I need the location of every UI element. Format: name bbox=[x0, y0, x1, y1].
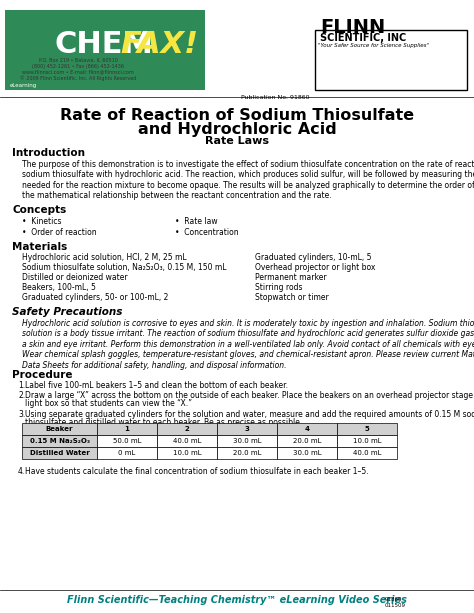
Bar bbox=[337, 435, 397, 447]
Text: 40.0 mL: 40.0 mL bbox=[173, 438, 201, 444]
Text: 2: 2 bbox=[185, 426, 190, 432]
Text: 4: 4 bbox=[304, 426, 310, 432]
Text: Draw a large “X” across the bottom on the outside of each beaker. Place the beak: Draw a large “X” across the bottom on th… bbox=[25, 391, 474, 400]
Text: 20.0 mL: 20.0 mL bbox=[233, 450, 261, 456]
Text: 10.0 mL: 10.0 mL bbox=[173, 450, 201, 456]
Text: Graduated cylinders, 10-mL, 5: Graduated cylinders, 10-mL, 5 bbox=[255, 253, 372, 262]
Text: 1: 1 bbox=[125, 426, 129, 432]
Bar bbox=[157, 423, 217, 435]
Text: •  Concentration: • Concentration bbox=[175, 228, 238, 237]
Text: FAX!: FAX! bbox=[120, 30, 198, 59]
Bar bbox=[157, 447, 217, 459]
Text: Beakers, 100-mL, 5: Beakers, 100-mL, 5 bbox=[22, 283, 96, 292]
FancyBboxPatch shape bbox=[5, 10, 205, 90]
Text: 5: 5 bbox=[365, 426, 369, 432]
Text: The purpose of this demonstration is to investigate the effect of sodium thiosul: The purpose of this demonstration is to … bbox=[22, 160, 474, 200]
Text: Stirring rods: Stirring rods bbox=[255, 283, 302, 292]
Text: Overhead projector or light box: Overhead projector or light box bbox=[255, 263, 375, 272]
Text: Flinn Scientific—Teaching Chemistry™ eLearning Video Series: Flinn Scientific—Teaching Chemistry™ eLe… bbox=[67, 595, 407, 605]
Text: 3: 3 bbox=[245, 426, 249, 432]
Text: Hydrochloric acid solution is corrosive to eyes and skin. It is moderately toxic: Hydrochloric acid solution is corrosive … bbox=[22, 319, 474, 370]
Text: SCIENTIFIC, INC: SCIENTIFIC, INC bbox=[320, 33, 406, 43]
Text: Distilled Water: Distilled Water bbox=[29, 450, 90, 456]
Text: Sodium thiosulfate solution, Na₂S₂O₃, 0.15 M, 150 mL: Sodium thiosulfate solution, Na₂S₂O₃, 0.… bbox=[22, 263, 227, 272]
Text: 20.0 mL: 20.0 mL bbox=[293, 438, 321, 444]
Text: 50.0 mL: 50.0 mL bbox=[113, 438, 141, 444]
Text: Rate Laws: Rate Laws bbox=[205, 136, 269, 146]
Bar bbox=[22, 447, 97, 459]
Text: 91860: 91860 bbox=[385, 597, 402, 602]
Text: 30.0 mL: 30.0 mL bbox=[292, 450, 321, 456]
Text: Materials: Materials bbox=[12, 242, 67, 252]
Bar bbox=[217, 435, 277, 447]
Text: Using separate graduated cylinders for the solution and water, measure and add t: Using separate graduated cylinders for t… bbox=[25, 410, 474, 419]
Text: Permanent marker: Permanent marker bbox=[255, 273, 327, 282]
Bar bbox=[277, 435, 337, 447]
Text: Concepts: Concepts bbox=[12, 205, 66, 215]
Text: Hydrochloric acid solution, HCl, 2 M, 25 mL: Hydrochloric acid solution, HCl, 2 M, 25… bbox=[22, 253, 187, 262]
Text: Beaker: Beaker bbox=[46, 426, 73, 432]
Text: light box so that students can view the “X.”: light box so that students can view the … bbox=[25, 399, 192, 408]
Text: 4.: 4. bbox=[18, 467, 25, 476]
Text: Stopwatch or timer: Stopwatch or timer bbox=[255, 293, 329, 302]
Text: Have students calculate the final concentration of sodium thiosulfate in each be: Have students calculate the final concen… bbox=[25, 467, 369, 476]
Text: 0.15 M Na₂S₂O₃: 0.15 M Na₂S₂O₃ bbox=[29, 438, 90, 444]
Text: "Your Safer Source for Science Supplies": "Your Safer Source for Science Supplies" bbox=[318, 43, 429, 48]
Text: Safety Precautions: Safety Precautions bbox=[12, 307, 122, 317]
Text: Introduction: Introduction bbox=[12, 148, 85, 158]
Bar bbox=[157, 435, 217, 447]
Text: P.O. Box 219 • Batavia, IL 60510
(800) 452-1261 • Fax (866) 452-1436
www.flinnsc: P.O. Box 219 • Batavia, IL 60510 (800) 4… bbox=[20, 58, 136, 81]
Bar bbox=[337, 447, 397, 459]
Bar bbox=[277, 447, 337, 459]
Text: eLearning: eLearning bbox=[10, 83, 37, 88]
Text: 3.: 3. bbox=[18, 410, 25, 419]
Text: Label five 100-mL beakers 1–5 and clean the bottom of each beaker.: Label five 100-mL beakers 1–5 and clean … bbox=[25, 381, 288, 390]
Bar bbox=[97, 423, 157, 435]
Text: •  Order of reaction: • Order of reaction bbox=[22, 228, 97, 237]
Bar bbox=[217, 423, 277, 435]
Text: 0 mL: 0 mL bbox=[118, 450, 136, 456]
Text: thiosulfate and distilled water to each beaker. Be as precise as possible.: thiosulfate and distilled water to each … bbox=[25, 418, 302, 427]
Text: •  Rate law: • Rate law bbox=[175, 217, 218, 226]
Bar bbox=[97, 447, 157, 459]
Text: and Hydrochloric Acid: and Hydrochloric Acid bbox=[137, 122, 337, 137]
Text: Rate of Reaction of Sodium Thiosulfate: Rate of Reaction of Sodium Thiosulfate bbox=[60, 108, 414, 123]
Text: 011509: 011509 bbox=[385, 603, 406, 608]
Text: •  Kinetics: • Kinetics bbox=[22, 217, 62, 226]
Text: CHEM: CHEM bbox=[55, 30, 154, 59]
Text: FLINN: FLINN bbox=[320, 18, 385, 37]
Text: 1.: 1. bbox=[18, 381, 25, 390]
Text: Publication No. 91860: Publication No. 91860 bbox=[241, 95, 310, 100]
Text: Distilled or deionized water: Distilled or deionized water bbox=[22, 273, 128, 282]
Bar bbox=[277, 423, 337, 435]
Text: 40.0 mL: 40.0 mL bbox=[353, 450, 381, 456]
Text: Procedure: Procedure bbox=[12, 370, 73, 380]
Bar bbox=[315, 30, 467, 90]
Bar bbox=[337, 423, 397, 435]
Text: 10.0 mL: 10.0 mL bbox=[353, 438, 381, 444]
Bar bbox=[217, 447, 277, 459]
Text: Graduated cylinders, 50- or 100-mL, 2: Graduated cylinders, 50- or 100-mL, 2 bbox=[22, 293, 168, 302]
Bar bbox=[22, 423, 97, 435]
Bar bbox=[22, 435, 97, 447]
Text: 2.: 2. bbox=[18, 391, 25, 400]
Text: 30.0 mL: 30.0 mL bbox=[233, 438, 261, 444]
Bar bbox=[97, 435, 157, 447]
